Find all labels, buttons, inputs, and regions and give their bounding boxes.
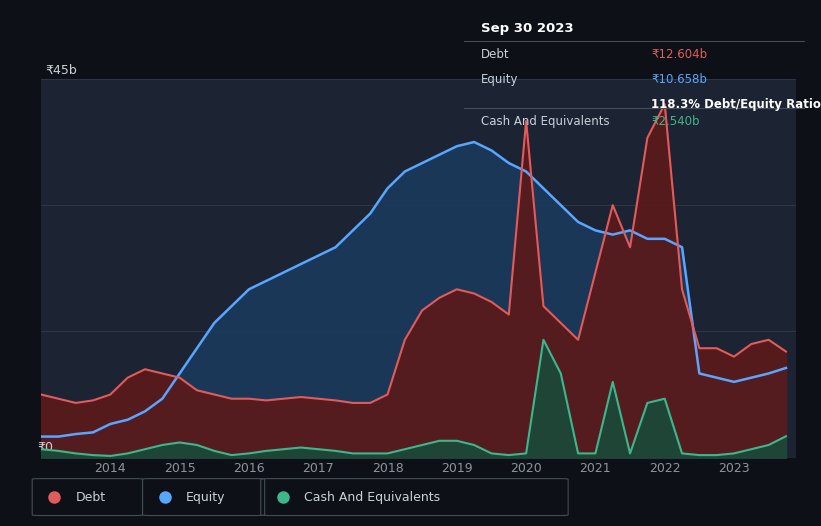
Text: 118.3% Debt/Equity Ratio: 118.3% Debt/Equity Ratio <box>651 98 821 112</box>
Text: ₹0: ₹0 <box>37 441 53 454</box>
Text: ₹10.658b: ₹10.658b <box>651 73 707 86</box>
Text: Cash And Equivalents: Cash And Equivalents <box>304 491 440 503</box>
Text: Equity: Equity <box>186 491 226 503</box>
Text: Debt: Debt <box>481 48 510 61</box>
Text: Sep 30 2023: Sep 30 2023 <box>481 22 574 35</box>
Text: Debt: Debt <box>76 491 106 503</box>
Text: Cash And Equivalents: Cash And Equivalents <box>481 115 609 128</box>
Text: Equity: Equity <box>481 73 518 86</box>
Text: ₹45b: ₹45b <box>45 64 76 77</box>
Text: ₹2.540b: ₹2.540b <box>651 115 699 128</box>
Text: ₹12.604b: ₹12.604b <box>651 48 708 61</box>
